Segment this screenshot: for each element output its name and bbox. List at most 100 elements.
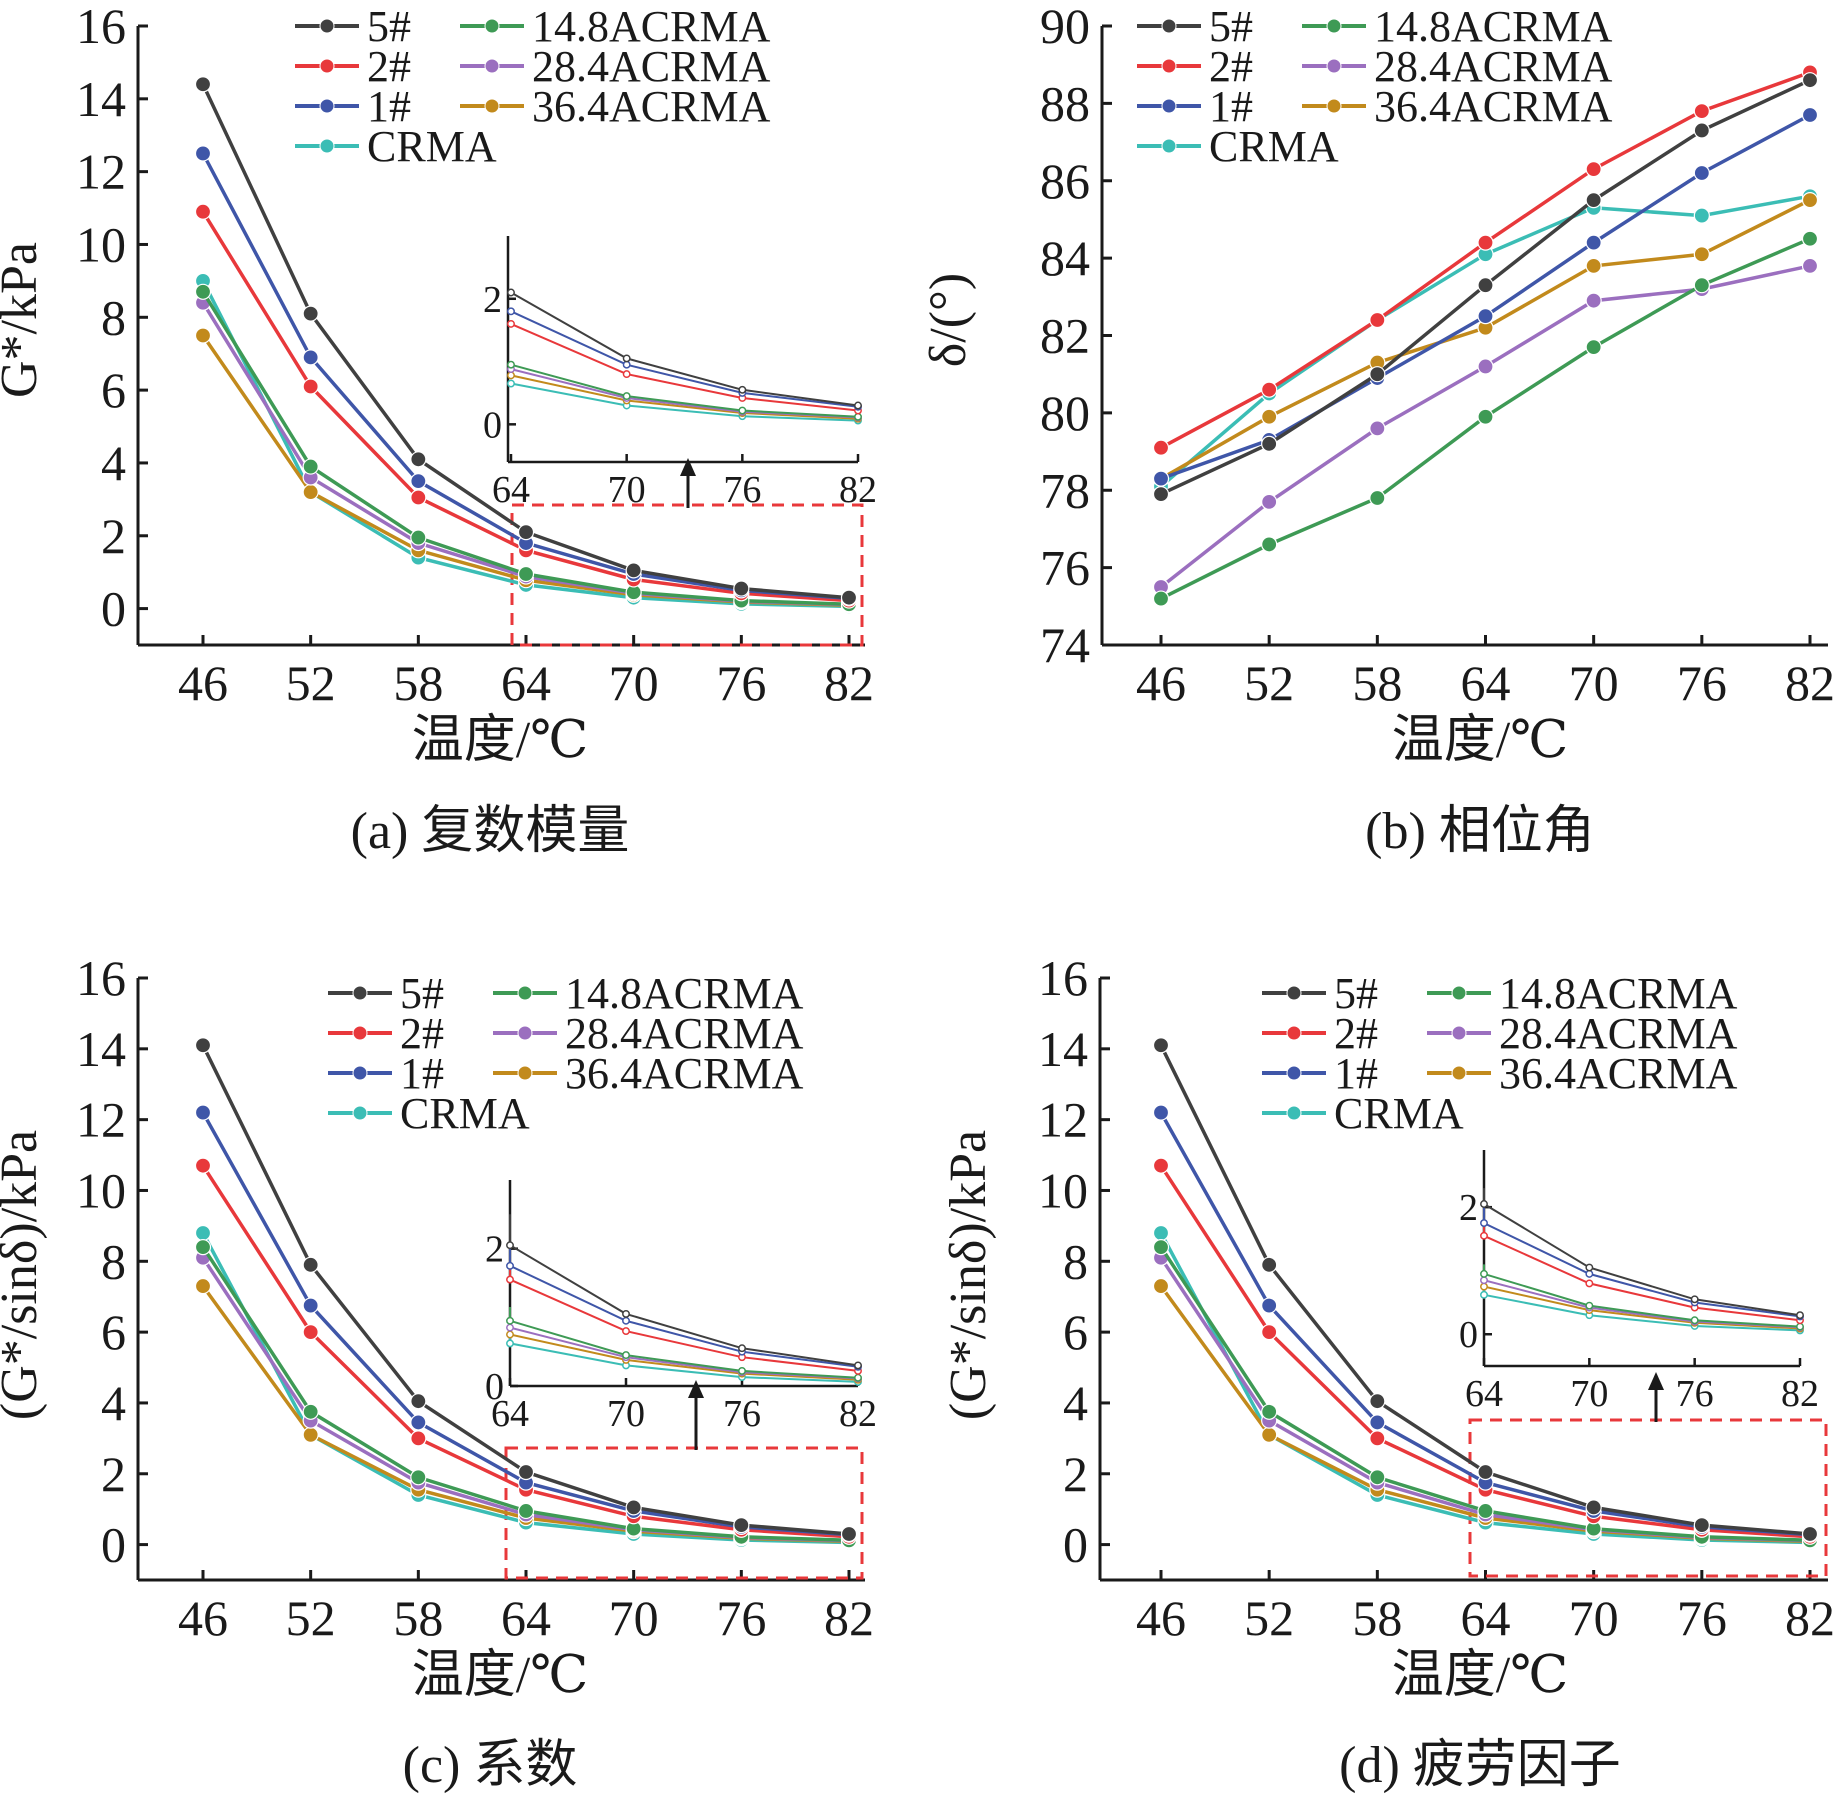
inset-x-tick-label: 76 (723, 469, 761, 511)
series-5 (194, 1037, 858, 1543)
data-point (1801, 230, 1819, 247)
legend-swatch-marker (484, 18, 500, 34)
legend-swatch-marker (484, 58, 500, 74)
inset-x-tick-label: 64 (491, 1393, 529, 1435)
data-point (302, 349, 319, 366)
legend-label: CRMA (1334, 1089, 1464, 1138)
legend-swatch-marker (1286, 1065, 1302, 1081)
y-tick-label: 8 (101, 289, 126, 345)
legend-item-crma: CRMA (1137, 122, 1339, 171)
data-point (1693, 207, 1710, 224)
series-28-4acrma (194, 294, 858, 613)
y-tick-label: 8 (1063, 1233, 1088, 1289)
legend-item-1: 1# (328, 1049, 444, 1098)
legend-item-36-4acrma: 36.4ACRMA (1427, 1049, 1738, 1098)
legend-item-crma: CRMA (328, 1089, 530, 1138)
legend-swatch-marker (352, 985, 368, 1001)
data-point (1801, 1525, 1819, 1543)
data-point (410, 529, 427, 546)
legend-label: 14.8ACRMA (532, 2, 771, 51)
data-point (1369, 1393, 1386, 1410)
legend-label: 1# (1209, 82, 1253, 131)
legend-label: 28.4ACRMA (1374, 42, 1613, 91)
inset-data-point (507, 319, 515, 328)
x-tick-label: 58 (393, 655, 443, 711)
x-axis-title: 温度/℃ (1392, 1647, 1569, 1704)
inset-data-point (506, 1241, 514, 1250)
inset-series-5 (507, 288, 862, 410)
inset-data-point (1480, 1290, 1488, 1299)
y-tick-label: 4 (101, 1375, 126, 1431)
inset-y-tick-label: 0 (1459, 1314, 1478, 1356)
legend-swatch-marker (319, 98, 335, 114)
y-tick-label: 2 (1063, 1446, 1088, 1502)
inset-data-point (1480, 1276, 1488, 1285)
data-point (1152, 590, 1170, 607)
data-point (1477, 308, 1494, 325)
y-tick-label: 4 (1063, 1375, 1088, 1431)
legend-item-2: 2# (1262, 1009, 1378, 1058)
x-tick-label: 46 (178, 1590, 228, 1646)
arrow-head-icon (1648, 1372, 1664, 1390)
data-point (1261, 381, 1278, 398)
inset-series-line (510, 374, 859, 420)
zoom-region-box (510, 503, 864, 647)
data-point (1693, 103, 1710, 120)
legend-swatch-marker (1161, 18, 1177, 34)
y-tick-label: 10 (76, 1162, 126, 1218)
legend-swatch-marker (1451, 985, 1467, 1001)
legend-label: 14.8ACRMA (1374, 2, 1613, 51)
x-tick-label: 70 (609, 655, 659, 711)
inset-data-point (854, 1361, 862, 1370)
x-tick-label: 82 (1785, 655, 1834, 711)
inset-data-point (507, 360, 515, 369)
legend-swatch-marker (1161, 138, 1177, 154)
data-point (1693, 1517, 1710, 1534)
x-tick-label: 58 (393, 1590, 443, 1646)
x-tick-label: 70 (609, 1590, 659, 1646)
data-point (410, 1469, 427, 1486)
inset-x-tick-label: 82 (1781, 1373, 1819, 1415)
data-point (733, 580, 750, 597)
legend-item-36-4acrma: 36.4ACRMA (460, 82, 771, 131)
series-crma (1152, 188, 1819, 495)
legend-item-14-8acrma: 14.8ACRMA (493, 969, 804, 1018)
y-tick-label: 16 (76, 0, 126, 54)
x-tick-label: 46 (178, 655, 228, 711)
data-point (1152, 1104, 1170, 1121)
data-point (302, 1256, 319, 1273)
series-line (201, 83, 850, 600)
data-point (1801, 257, 1819, 274)
y-tick-label: 6 (101, 1304, 126, 1360)
legend-item-1: 1# (1262, 1049, 1378, 1098)
legend-swatch-marker (1451, 1025, 1467, 1041)
series-5 (194, 76, 858, 606)
inset-y-tick-label: 2 (1459, 1187, 1478, 1229)
legend-swatch-marker (1286, 985, 1302, 1001)
data-point (194, 327, 212, 344)
legend-swatch-marker (1161, 58, 1177, 74)
inset-data-point (1480, 1231, 1488, 1240)
data-point (1261, 408, 1278, 425)
data-point (302, 1403, 319, 1420)
inset-data-point (506, 1330, 514, 1339)
y-tick-label: 12 (76, 144, 126, 200)
y-tick-label: 16 (76, 950, 126, 1006)
inset-data-point (507, 288, 515, 297)
legend-label: CRMA (1209, 122, 1339, 171)
x-tick-label: 52 (286, 1590, 336, 1646)
y-tick-label: 82 (1040, 308, 1090, 364)
data-point (302, 1297, 319, 1314)
inset-series-1 (1480, 1207, 1804, 1321)
data-point (517, 1502, 535, 1520)
x-axis-title: 温度/℃ (412, 712, 589, 769)
data-point (1152, 470, 1170, 487)
legend-item-2: 2# (1137, 42, 1253, 91)
data-point (517, 524, 535, 541)
data-point (194, 203, 212, 220)
legend-item-5: 5# (328, 969, 444, 1018)
inset-chart: 0 2 64 70 76 82 (483, 236, 877, 511)
data-point (1261, 1256, 1278, 1273)
inset-data-point (1480, 1269, 1488, 1278)
